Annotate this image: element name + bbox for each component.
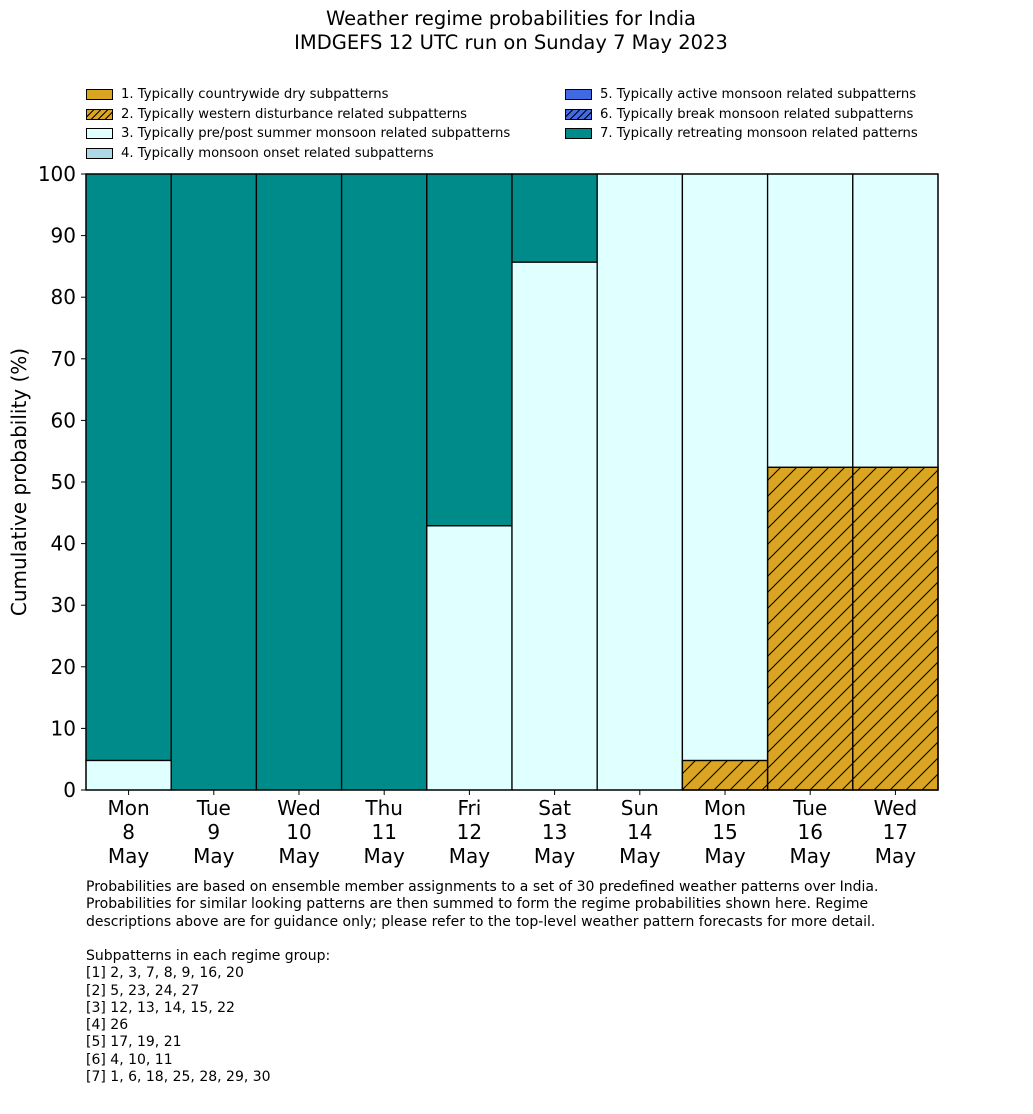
- legend-label-5: 5. Typically active monsoon related subp…: [600, 87, 917, 102]
- notes-line: descriptions above are for guidance only…: [86, 913, 876, 930]
- chart-title: Weather regime probabilities for India: [325, 7, 696, 30]
- bar-segment: [426, 525, 513, 791]
- legend-label-4: 4. Typically monsoon onset related subpa…: [121, 145, 434, 161]
- x-tick-label: Fri: [457, 796, 481, 820]
- x-tick-label: 9: [207, 820, 220, 844]
- x-tick-label: May: [364, 844, 406, 868]
- x-tick-label: 10: [286, 820, 311, 844]
- x-tick-label: Tue: [792, 796, 827, 820]
- x-tick-label: 12: [457, 820, 482, 844]
- x-tick-label: 11: [371, 820, 396, 844]
- bar-segment: [681, 173, 769, 762]
- bar-segment: [766, 173, 854, 468]
- bar-segment: [596, 173, 684, 791]
- x-tick-label: Mon: [108, 796, 150, 820]
- x-tick-label: May: [278, 844, 320, 868]
- y-tick-label: 60: [51, 408, 76, 432]
- group-line-6: [6] 4, 10, 11: [86, 1051, 173, 1068]
- x-tick-label: Wed: [874, 796, 918, 820]
- legend-label-6: 6. Typically break monsoon related subpa…: [600, 106, 914, 122]
- notes-paragraph: Probabilities are based on ensemble memb…: [86, 879, 878, 931]
- bar-segment: [170, 173, 258, 791]
- groups-heading: Subpatterns in each regime group:: [86, 948, 331, 964]
- y-tick-label: 80: [51, 285, 76, 309]
- bar-segment: [85, 173, 172, 762]
- legend-left: 1. Typically countrywide dry subpatterns…: [86, 85, 510, 163]
- x-tick-label: Thu: [364, 796, 403, 820]
- x-tick-label: 16: [797, 820, 822, 844]
- x-tick-label: 13: [542, 820, 567, 844]
- bar-segment: [511, 173, 598, 263]
- bar-segment: [426, 173, 513, 527]
- group-line-4: [4] 26: [86, 1017, 129, 1034]
- legend-swatch-5: [565, 89, 592, 101]
- legend-item-7: 7. Typically retreating monsoon related …: [565, 124, 918, 144]
- legend-swatch-7: [565, 128, 592, 140]
- bar-segment: [340, 173, 428, 791]
- y-tick-label: 20: [51, 655, 76, 679]
- x-tick-label: Mon: [704, 796, 746, 820]
- legend-item-6: 6. Typically break monsoon related subpa…: [565, 105, 918, 125]
- x-tick-label: Sun: [621, 796, 659, 820]
- group-line-3: [3] 12, 13, 14, 15, 22: [86, 999, 235, 1016]
- notes-line: Probabilities for similar looking patter…: [86, 896, 869, 913]
- x-tick-label: May: [449, 844, 491, 868]
- legend-label-7: 7. Typically retreating monsoon related …: [600, 126, 918, 141]
- legend-swatch-2: [86, 108, 113, 120]
- group-line-5: [5] 17, 19, 21: [86, 1034, 182, 1051]
- stacked-bar-chart: 0 10 20 30 40 50 60 70 80 90 100 Cumulative probabi…: [7, 162, 939, 868]
- group-line-2: [2] 5, 23, 24, 27: [86, 982, 200, 999]
- bar-segment: [85, 759, 172, 791]
- x-tick-label: May: [790, 844, 832, 868]
- group-line-1: [1] 2, 3, 7, 8, 9, 16, 20: [86, 965, 244, 982]
- x-tick-label: May: [193, 844, 235, 868]
- x-tick-label: Sat: [538, 796, 571, 820]
- legend-item-1: 1. Typically countrywide dry subpatterns: [86, 85, 510, 105]
- y-tick-label: 50: [51, 470, 76, 494]
- group-line-7: [7] 1, 6, 18, 25, 28, 29, 30: [86, 1069, 271, 1086]
- x-tick-label: Wed: [277, 796, 321, 820]
- legend-item-3: 3. Typically pre/post summer monsoon rel…: [86, 124, 510, 144]
- bar-segment-hatch: [766, 466, 854, 791]
- legend-label-3: 3. Typically pre/post summer monsoon rel…: [121, 126, 511, 141]
- x-tick-label: May: [619, 844, 661, 868]
- legend-item-2: 2. Typically western disturbance related…: [86, 105, 510, 125]
- x-tick-label: 8: [122, 820, 135, 844]
- y-tick-label: 40: [51, 532, 76, 556]
- legend-swatch-3: [86, 128, 113, 140]
- legend-swatch-4: [86, 147, 113, 159]
- bar-segment: [852, 173, 939, 468]
- x-tick-label: May: [108, 844, 150, 868]
- notes-line: Probabilities are based on ensemble memb…: [86, 879, 879, 895]
- x-tick-label: May: [875, 844, 917, 868]
- y-tick-label: 70: [51, 347, 76, 371]
- y-tick-label: 10: [51, 716, 76, 740]
- x-tick-label: 14: [627, 820, 652, 844]
- y-tick-label: 0: [63, 778, 76, 802]
- legend-swatch-6: [565, 108, 592, 120]
- bar-segment-hatch: [681, 759, 769, 791]
- legend-swatch-1: [86, 89, 113, 101]
- y-tick-label: 90: [51, 224, 76, 248]
- legend-label-2: 2. Typically western disturbance related…: [121, 106, 468, 122]
- chart-subtitle: IMDGEFS 12 UTC run on Sunday 7 May 2023: [294, 31, 728, 54]
- legend-item-5: 5. Typically active monsoon related subp…: [565, 85, 918, 105]
- y-tick-label: 30: [51, 593, 76, 617]
- legend-right: 5. Typically active monsoon related subp…: [565, 85, 918, 144]
- bar-segment-hatch: [852, 466, 939, 791]
- legend-label-1: 1. Typically countrywide dry subpatterns: [121, 87, 389, 102]
- bar-segment: [511, 261, 598, 791]
- x-tick-label: May: [704, 844, 746, 868]
- y-axis-label: Cumulative probability (%): [7, 348, 31, 616]
- x-tick-label: 15: [712, 820, 737, 844]
- bar-segment: [255, 173, 343, 791]
- legend-item-4: 4. Typically monsoon onset related subpa…: [86, 144, 510, 164]
- x-tick-label: 17: [883, 820, 908, 844]
- y-tick-label: 100: [38, 162, 76, 186]
- x-tick-label: May: [534, 844, 576, 868]
- x-tick-label: Tue: [196, 796, 231, 820]
- subpattern-groups: Subpatterns in each regime group: [1] 2,…: [86, 948, 330, 1086]
